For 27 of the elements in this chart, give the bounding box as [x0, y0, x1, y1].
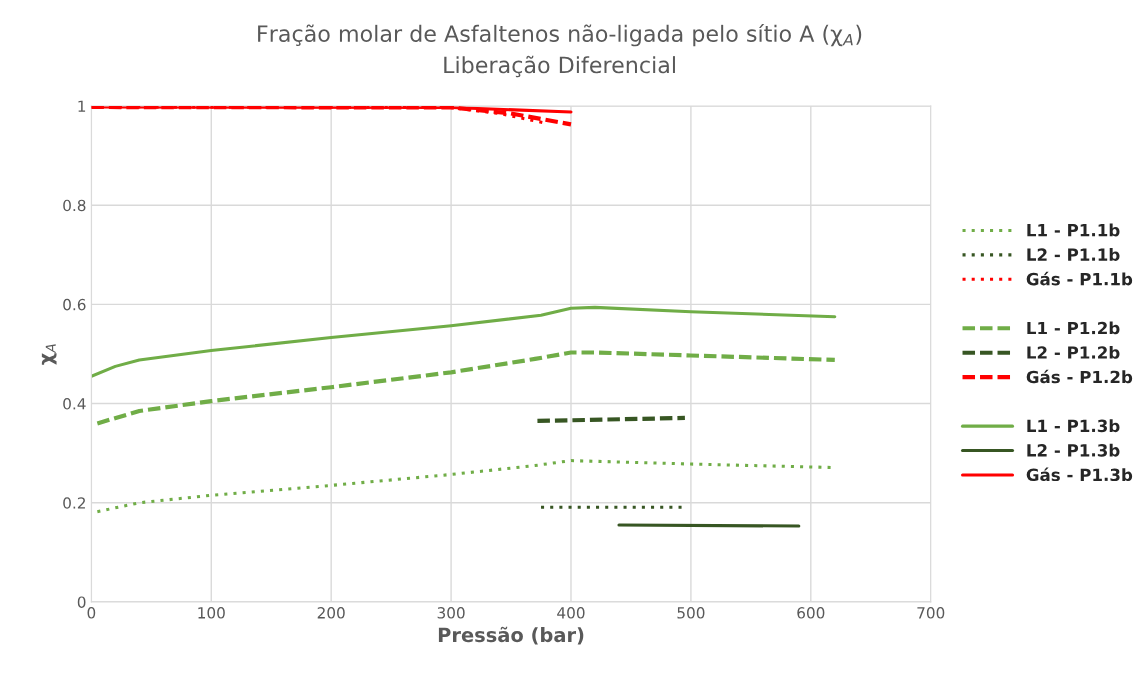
legend-label: L1 - P1.3b	[1027, 419, 1120, 433]
x-tick-label: 0	[87, 607, 96, 619]
legend-label: Gás - P1.3b	[1026, 467, 1133, 482]
y-tick-label: 0.4	[63, 398, 86, 410]
y-axis-title: χ$_{A}$	[41, 344, 57, 365]
legend-label: L2 - P1.3b	[1027, 443, 1120, 457]
x-tick-label: 300	[437, 607, 465, 619]
x-tick-label: 200	[317, 607, 345, 619]
legend-label: L1 - P1.1b	[1027, 223, 1120, 237]
chart-title: Fração molar de Asfaltenos não-ligada pelo sítio A (χ$_{A}$)	[258, 23, 862, 47]
x-tick-label: 600	[797, 607, 825, 619]
y-tick-label: 1	[78, 100, 86, 112]
x-tick-label: 100	[198, 607, 225, 619]
legend-label: L1 - P1.2b	[1027, 321, 1120, 335]
legend-label: L2 - P1.2b	[1027, 345, 1120, 359]
y-tick-label: 0.6	[63, 298, 86, 311]
x-axis-title: Pressão (bar)	[438, 626, 584, 645]
x-tick-label: 400	[557, 607, 585, 619]
x-tick-label: 700	[917, 607, 945, 619]
legend-label: Gás - P1.1b	[1026, 271, 1133, 286]
chart-subtitle: Liberação Diferencial	[444, 55, 675, 78]
x-tick-label: 500	[677, 607, 705, 619]
y-tick-label: 0	[77, 596, 86, 608]
legend-label: Gás - P1.2b	[1026, 369, 1133, 384]
y-tick-label: 0.2	[63, 497, 85, 509]
legend-label: L2 - P1.1b	[1027, 248, 1120, 261]
y-tick-label: 0.8	[63, 199, 86, 212]
